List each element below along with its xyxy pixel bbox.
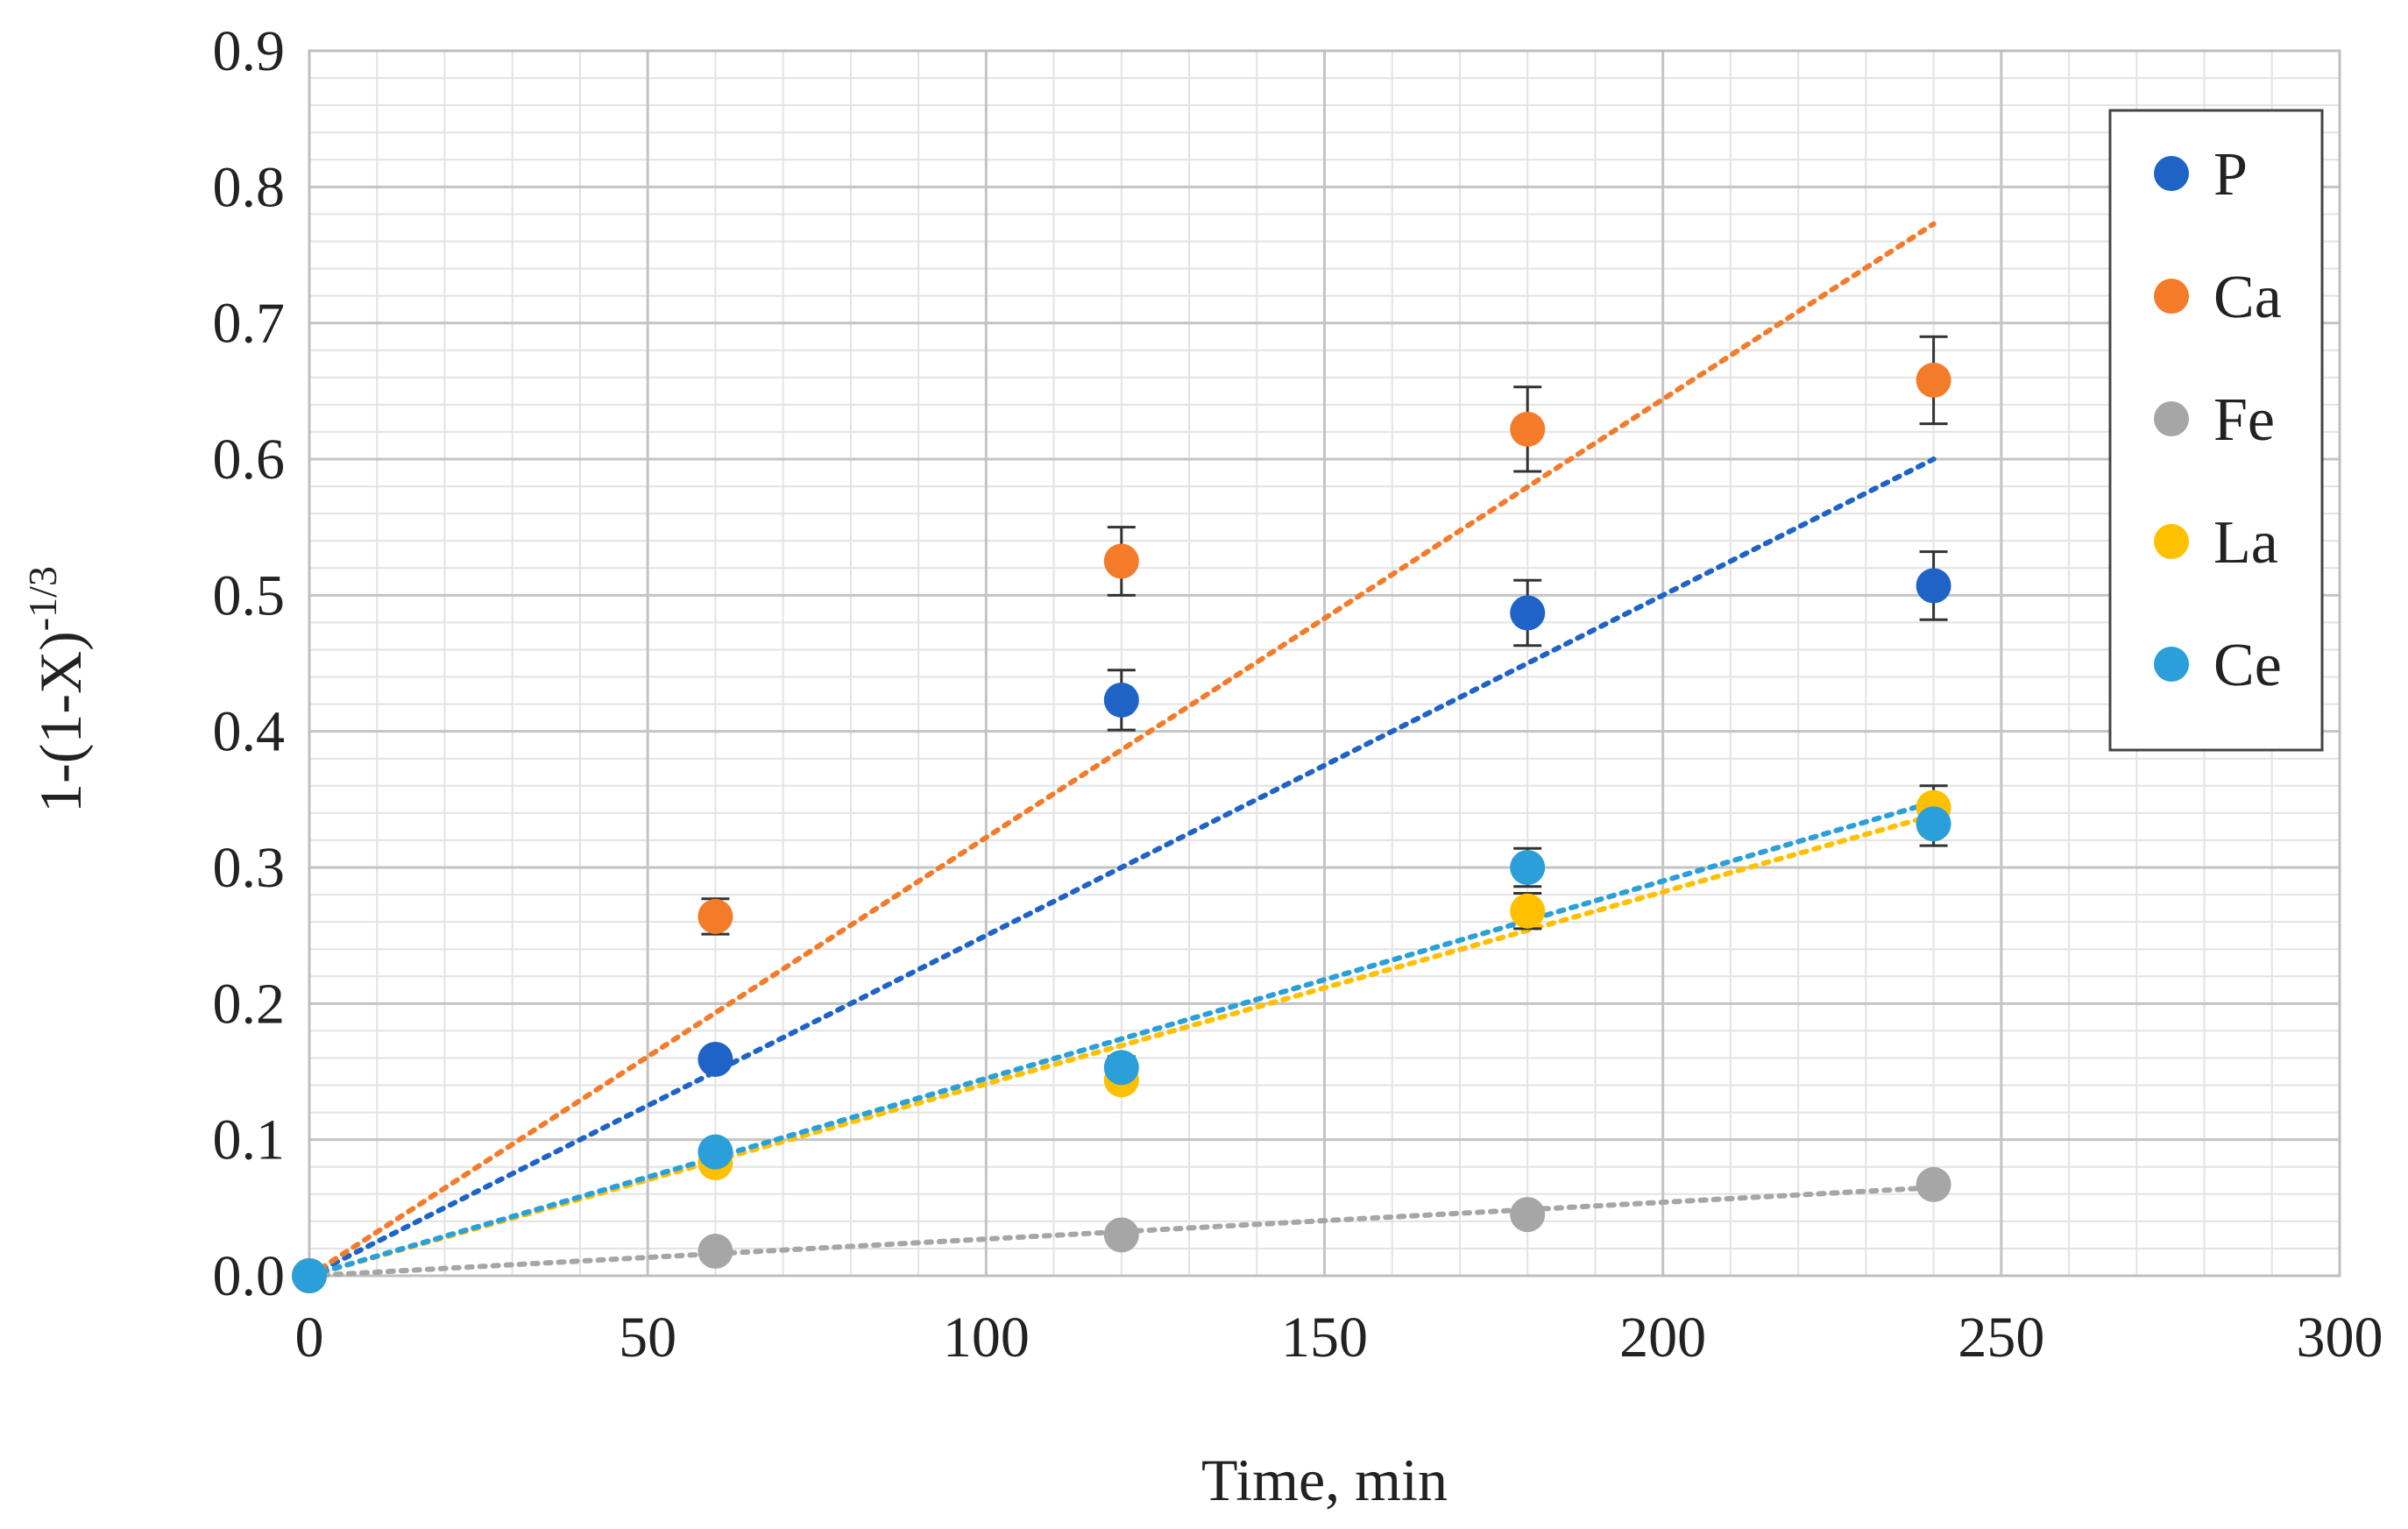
- legend-label: Ce: [2213, 632, 2282, 699]
- legend-item-ca: Ca: [2154, 264, 2282, 331]
- y-tick-label: 0.2: [213, 972, 286, 1036]
- legend-item-la: La: [2154, 509, 2278, 577]
- plot-area-frame: [308, 49, 2341, 1278]
- x-tick-label: 150: [1281, 1306, 1368, 1370]
- legend-marker: [2154, 401, 2189, 436]
- x-axis-title: Time, min: [1201, 1447, 1448, 1513]
- marker-ca: [698, 898, 733, 934]
- y-tick-label: 0.6: [213, 428, 286, 492]
- legend-marker: [2154, 156, 2189, 191]
- x-tick-label: 250: [1958, 1306, 2044, 1370]
- x-tick-label: 300: [2297, 1306, 2383, 1370]
- legend-box: [2108, 109, 2324, 752]
- legend-label: La: [2213, 509, 2278, 577]
- trendline-ce: [307, 799, 1937, 1278]
- data-markers: [292, 362, 1951, 1293]
- legend-label: Fe: [2213, 386, 2275, 454]
- marker-ce: [1916, 806, 1951, 842]
- legend-item-p: P: [2154, 141, 2248, 209]
- x-tick-label: 50: [619, 1306, 676, 1370]
- y-tick-label: 0.0: [213, 1244, 286, 1308]
- marker-p: [1510, 595, 1546, 631]
- legend-item-ce: Ce: [2154, 632, 2282, 699]
- y-tick-label: 0.7: [213, 292, 286, 356]
- marker-p: [1916, 568, 1951, 604]
- marker-fe: [1510, 1197, 1546, 1233]
- y-axis-title-superscript: -1/3: [20, 566, 65, 631]
- legend-marker: [2154, 524, 2189, 559]
- tick-labels: 0 50 100 150 200 250 300 0.0 0.1 0.2 0.3 0.4 0.5 0.6 0…: [213, 19, 2383, 1370]
- y-tick-label: 0.4: [213, 700, 286, 764]
- y-tick-label: 0.5: [213, 563, 286, 627]
- legend: P Ca Fe La Ce: [2108, 109, 2324, 752]
- y-tick-label: 0.9: [213, 19, 286, 83]
- marker-fe: [1103, 1217, 1139, 1253]
- marker-ce: [1510, 850, 1546, 885]
- marker-ca: [1103, 543, 1139, 579]
- marker-ce: [1103, 1050, 1139, 1086]
- x-tick-label: 100: [943, 1306, 1030, 1370]
- y-axis-title-main: 1-(1-X): [27, 631, 94, 813]
- legend-item-fe: Fe: [2154, 386, 2275, 454]
- marker-ca: [1510, 411, 1546, 447]
- y-tick-label: 0.1: [213, 1108, 286, 1172]
- legend-marker: [2154, 279, 2189, 314]
- x-tick-label: 200: [1619, 1306, 1706, 1370]
- marker-ce: [292, 1258, 327, 1293]
- trendline-ca: [307, 221, 1937, 1278]
- marker-ce: [698, 1134, 733, 1170]
- y-tick-label: 0.8: [213, 155, 286, 219]
- legend-marker: [2154, 647, 2189, 682]
- marker-fe: [698, 1234, 733, 1270]
- legend-label: Ca: [2213, 264, 2282, 331]
- marker-fe: [1916, 1166, 1951, 1202]
- marker-p: [1103, 682, 1139, 718]
- y-axis-title: 1-(1-X)-1/3: [20, 566, 94, 813]
- trendline-p: [307, 457, 1937, 1278]
- marker-ca: [1916, 362, 1951, 398]
- legend-label: P: [2213, 141, 2248, 209]
- y-tick-label: 0.3: [213, 836, 286, 900]
- x-tick-label: 0: [295, 1306, 324, 1370]
- marker-p: [698, 1042, 733, 1078]
- marker-la: [1510, 893, 1546, 929]
